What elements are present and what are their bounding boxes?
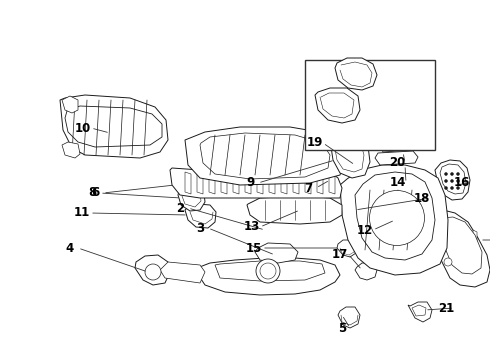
Polygon shape <box>375 151 418 165</box>
Polygon shape <box>293 172 299 194</box>
Polygon shape <box>200 133 330 179</box>
Polygon shape <box>408 302 432 322</box>
Text: 12: 12 <box>357 224 373 237</box>
Polygon shape <box>330 133 370 178</box>
Polygon shape <box>337 240 357 257</box>
Text: 8: 8 <box>88 186 96 199</box>
Bar <box>305 60 435 150</box>
Polygon shape <box>233 172 239 194</box>
Text: 11: 11 <box>74 207 90 220</box>
Circle shape <box>450 186 454 189</box>
Circle shape <box>457 186 460 189</box>
Polygon shape <box>380 139 414 152</box>
Polygon shape <box>221 172 227 194</box>
Polygon shape <box>195 258 340 295</box>
Text: 3: 3 <box>196 221 204 234</box>
Circle shape <box>457 180 460 183</box>
Text: 21: 21 <box>438 302 454 315</box>
Polygon shape <box>305 172 311 194</box>
Polygon shape <box>160 262 205 283</box>
Polygon shape <box>247 196 342 224</box>
Polygon shape <box>185 204 216 228</box>
Circle shape <box>444 186 447 189</box>
Polygon shape <box>170 168 342 198</box>
Polygon shape <box>355 263 377 280</box>
Text: 15: 15 <box>246 242 262 255</box>
Text: 13: 13 <box>244 220 260 234</box>
Text: 4: 4 <box>66 242 74 255</box>
Text: 18: 18 <box>414 192 430 204</box>
Polygon shape <box>335 58 377 90</box>
Polygon shape <box>430 210 490 287</box>
Polygon shape <box>455 230 459 260</box>
Text: 6: 6 <box>91 186 99 199</box>
Polygon shape <box>257 172 263 194</box>
Circle shape <box>145 264 161 280</box>
Polygon shape <box>317 172 323 194</box>
Polygon shape <box>315 88 360 123</box>
Polygon shape <box>473 230 477 260</box>
Polygon shape <box>329 172 335 194</box>
Polygon shape <box>440 217 482 274</box>
Polygon shape <box>255 243 298 263</box>
Polygon shape <box>62 96 78 113</box>
Polygon shape <box>60 95 168 158</box>
Polygon shape <box>135 255 170 285</box>
Polygon shape <box>461 230 465 260</box>
Text: 2: 2 <box>176 202 184 215</box>
Circle shape <box>260 263 276 279</box>
Polygon shape <box>215 261 325 281</box>
Circle shape <box>444 258 452 266</box>
Polygon shape <box>355 172 435 260</box>
Text: 16: 16 <box>454 176 470 189</box>
Polygon shape <box>65 106 162 147</box>
Circle shape <box>450 180 454 183</box>
Text: 5: 5 <box>338 321 346 334</box>
Polygon shape <box>62 142 80 158</box>
Circle shape <box>457 172 460 175</box>
Circle shape <box>444 180 447 183</box>
Polygon shape <box>178 187 205 211</box>
Ellipse shape <box>369 190 424 246</box>
Text: 17: 17 <box>332 248 348 261</box>
Circle shape <box>256 259 280 283</box>
Text: 10: 10 <box>75 122 91 135</box>
Text: 7: 7 <box>304 181 312 194</box>
Text: 20: 20 <box>389 157 405 170</box>
Circle shape <box>450 172 454 175</box>
Polygon shape <box>209 172 215 194</box>
Text: 14: 14 <box>390 176 406 189</box>
Polygon shape <box>281 172 287 194</box>
Polygon shape <box>269 172 275 194</box>
Polygon shape <box>467 230 471 260</box>
Polygon shape <box>440 164 466 194</box>
Polygon shape <box>185 127 345 185</box>
Polygon shape <box>338 307 360 328</box>
Circle shape <box>444 172 447 175</box>
Text: 9: 9 <box>246 176 254 189</box>
Polygon shape <box>412 305 426 316</box>
Polygon shape <box>197 172 203 194</box>
Polygon shape <box>435 160 470 200</box>
Polygon shape <box>185 172 191 194</box>
Polygon shape <box>245 172 251 194</box>
Polygon shape <box>340 165 448 275</box>
Text: 19: 19 <box>307 136 323 149</box>
